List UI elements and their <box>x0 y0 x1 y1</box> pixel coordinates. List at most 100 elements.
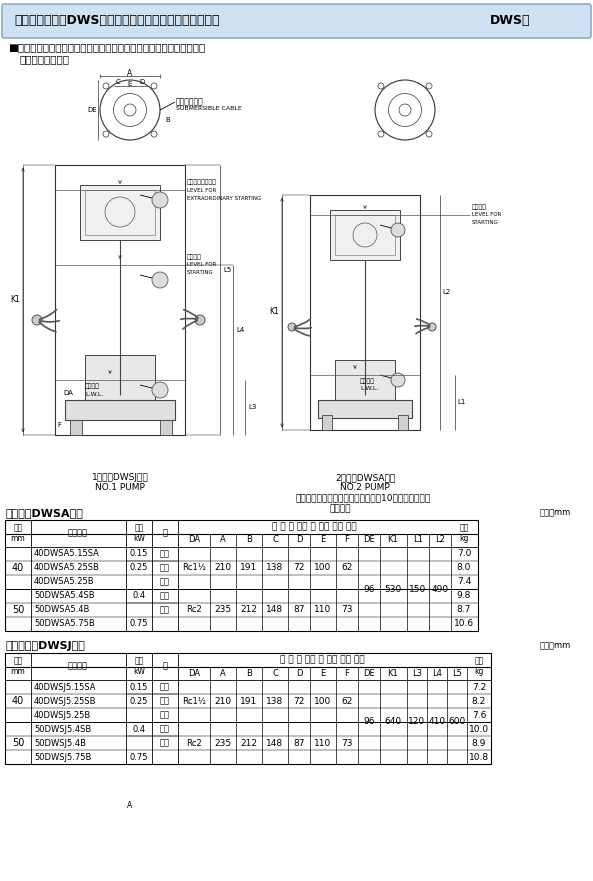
Circle shape <box>428 323 436 331</box>
Text: EXTRAORDINARY STARTING: EXTRAORDINARY STARTING <box>187 196 262 201</box>
Text: L3: L3 <box>248 404 256 410</box>
Text: 機　　名: 機 名 <box>68 529 88 537</box>
Text: 50DWSA5.4SB: 50DWSA5.4SB <box>34 591 95 601</box>
Text: 【ダーウィン】DWS型樹脂製汚水・雑排水用水中ポンプ: 【ダーウィン】DWS型樹脂製汚水・雑排水用水中ポンプ <box>14 14 219 27</box>
Text: ださい。: ださい。 <box>330 505 352 514</box>
Text: LEVEL FOR: LEVEL FOR <box>187 263 216 268</box>
Text: 72: 72 <box>294 564 305 573</box>
Text: 注）停止水位での連続運転時間は、10分以内にしてく: 注）停止水位での連続運転時間は、10分以内にしてく <box>295 493 430 502</box>
Text: 87: 87 <box>294 738 305 747</box>
Text: 出力
kW: 出力 kW <box>133 656 145 676</box>
Text: 自動形・自動互形: 自動形・自動互形 <box>20 54 70 64</box>
Text: 9.8: 9.8 <box>457 591 471 601</box>
Text: 50: 50 <box>12 605 24 615</box>
Text: E: E <box>320 536 326 544</box>
Text: 100: 100 <box>314 564 331 573</box>
Bar <box>330 210 400 260</box>
Circle shape <box>152 382 168 398</box>
Text: D: D <box>296 669 302 677</box>
Text: 0.15: 0.15 <box>130 550 148 559</box>
Text: L2: L2 <box>442 289 450 295</box>
Text: 0.4: 0.4 <box>132 591 145 601</box>
Text: Rc2: Rc2 <box>186 605 202 615</box>
Text: 停止水位: 停止水位 <box>85 383 100 389</box>
Text: 150: 150 <box>409 584 426 594</box>
Text: 出力
kW: 出力 kW <box>133 523 145 543</box>
Text: F: F <box>345 536 349 544</box>
Text: 40DWSA5.15SA: 40DWSA5.15SA <box>34 550 100 559</box>
Text: LEVEL FOR: LEVEL FOR <box>472 212 501 218</box>
Text: 質量
kg: 質量 kg <box>460 523 468 543</box>
Text: Rc2: Rc2 <box>186 738 202 747</box>
Text: 10.0: 10.0 <box>469 724 489 734</box>
Text: 40DWSA5.25SB: 40DWSA5.25SB <box>34 564 100 573</box>
Text: 始動水位: 始動水位 <box>187 255 202 260</box>
Text: 100: 100 <box>314 697 331 706</box>
Text: 0.15: 0.15 <box>130 683 148 692</box>
Text: 口径
mm: 口径 mm <box>11 523 25 543</box>
Text: 相: 相 <box>162 529 167 537</box>
Text: 停止水位: 停止水位 <box>360 378 375 384</box>
Text: L4: L4 <box>432 669 442 677</box>
Text: 7.6: 7.6 <box>472 710 486 720</box>
Text: DA: DA <box>63 390 73 396</box>
Text: 490: 490 <box>432 584 448 594</box>
Text: L4: L4 <box>236 327 244 333</box>
Bar <box>70 420 82 435</box>
Text: 7.2: 7.2 <box>472 683 486 692</box>
Text: 単相: 単相 <box>160 697 170 706</box>
Text: 8.0: 8.0 <box>457 564 471 573</box>
Text: 138: 138 <box>266 564 283 573</box>
Text: Rc1½: Rc1½ <box>182 697 206 706</box>
Text: B: B <box>246 669 252 677</box>
Text: SUBMERSIBLE CABLE: SUBMERSIBLE CABLE <box>176 106 242 110</box>
Text: K1: K1 <box>388 669 398 677</box>
Text: STARTING: STARTING <box>472 220 499 226</box>
Text: DWS型: DWS型 <box>490 14 531 27</box>
Text: 0.25: 0.25 <box>130 697 148 706</box>
Text: STARTING: STARTING <box>187 270 213 276</box>
Text: ■外形寸法図　計画・実施に際しては納入仕様書をご請求ください。: ■外形寸法図 計画・実施に際しては納入仕様書をご請求ください。 <box>8 42 205 52</box>
Text: 210: 210 <box>215 697 231 706</box>
Text: F: F <box>345 669 349 677</box>
Text: 40DWSJ5.25SB: 40DWSJ5.25SB <box>34 697 97 706</box>
Text: ポ ン プ 　及 び 　電 　動 　機: ポ ン プ 及 び 電 動 機 <box>272 522 356 531</box>
Text: A: A <box>220 669 226 677</box>
Text: Rc1½: Rc1½ <box>182 564 206 573</box>
Circle shape <box>391 223 405 237</box>
Text: 水中ケーブル: 水中ケーブル <box>176 98 204 107</box>
Text: 三相: 三相 <box>160 605 170 615</box>
Text: L1: L1 <box>457 399 466 405</box>
Circle shape <box>152 192 168 208</box>
Text: 自動互形（DWSJ型）: 自動互形（DWSJ型） <box>5 641 85 651</box>
Text: 0.75: 0.75 <box>130 752 148 761</box>
Bar <box>160 420 172 435</box>
Text: DA: DA <box>188 536 200 544</box>
Bar <box>335 360 395 400</box>
Text: 三相: 三相 <box>160 578 170 587</box>
Text: 50DWSJ5.4B: 50DWSJ5.4B <box>34 738 86 747</box>
Text: 235: 235 <box>215 738 231 747</box>
Text: DA: DA <box>188 669 200 677</box>
Text: B: B <box>165 117 170 123</box>
Text: L.W.L.: L.W.L. <box>360 387 378 391</box>
Text: A: A <box>220 536 226 544</box>
Bar <box>80 185 160 240</box>
Text: NO.2 PUMP: NO.2 PUMP <box>340 484 390 492</box>
Text: L.W.L.: L.W.L. <box>85 391 103 396</box>
Text: 三相: 三相 <box>160 738 170 747</box>
Text: 0.4: 0.4 <box>132 724 145 734</box>
Bar <box>398 415 408 430</box>
Text: 73: 73 <box>341 738 353 747</box>
Circle shape <box>195 315 205 325</box>
Text: 40DWSJ5.25B: 40DWSJ5.25B <box>34 710 91 720</box>
Text: D: D <box>139 79 145 85</box>
Text: 50DWSA5.75B: 50DWSA5.75B <box>34 619 95 628</box>
Text: 40DWSJ5.15SA: 40DWSJ5.15SA <box>34 683 97 692</box>
Text: A: A <box>127 70 133 78</box>
Text: 0.75: 0.75 <box>130 619 148 628</box>
Text: F: F <box>57 422 61 428</box>
Text: K1: K1 <box>269 307 279 316</box>
Bar <box>335 215 395 255</box>
Text: 191: 191 <box>240 564 257 573</box>
